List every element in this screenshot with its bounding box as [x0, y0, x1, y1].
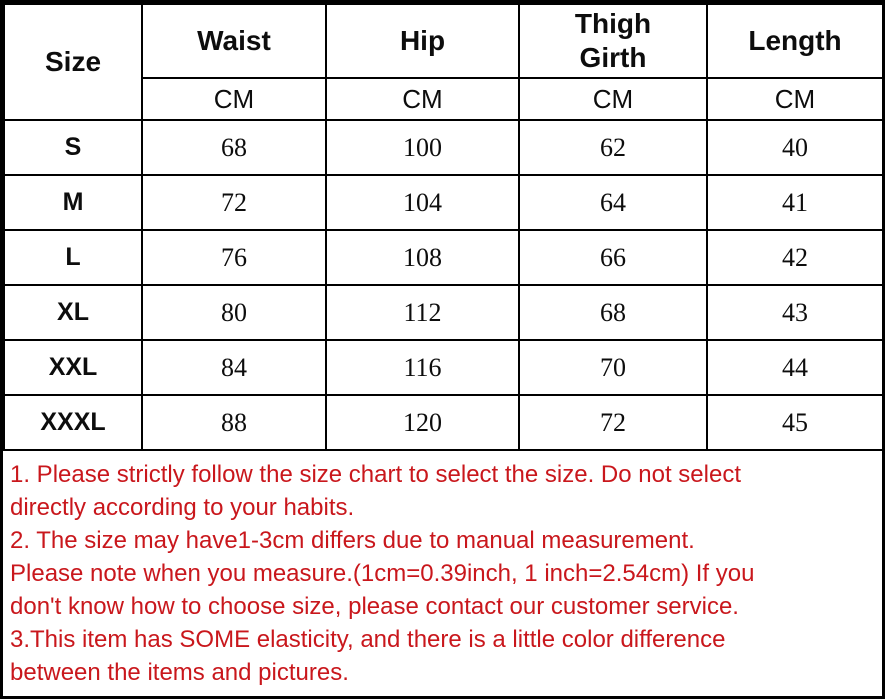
cell-hip: 120	[325, 394, 520, 451]
cell-thigh-girth: 68	[518, 284, 708, 341]
cell-thigh-girth: 70	[518, 339, 708, 396]
cell-length: 43	[706, 284, 882, 341]
size-chart-table: Size Waist Hip Thigh Girth Length CM CM …	[3, 3, 882, 451]
column-header-thigh-girth: Thigh Girth	[518, 3, 708, 79]
table-row: M 72 104 64 41	[3, 174, 882, 231]
unit-row: CM CM CM CM	[4, 77, 882, 121]
cell-hip: 112	[325, 284, 520, 341]
note-line: 2. The size may have1-3cm differs due to…	[10, 527, 695, 554]
column-header-thigh-girth-label: Thigh Girth	[574, 8, 652, 73]
size-label: XXXL	[3, 394, 143, 451]
size-label: L	[3, 229, 143, 286]
size-label: S	[3, 119, 143, 176]
note-line: between the items and pictures.	[10, 659, 349, 686]
cell-hip: 116	[325, 339, 520, 396]
note-line: 3.This item has SOME elasticity, and the…	[10, 626, 726, 653]
cell-length: 41	[706, 174, 882, 231]
cell-length: 45	[706, 394, 882, 451]
note-line: don't know how to choose size, please co…	[10, 593, 739, 620]
column-header-size: Size	[3, 3, 143, 121]
cell-waist: 68	[141, 119, 327, 176]
table-row: L 76 108 66 42	[3, 229, 882, 286]
cell-length: 44	[706, 339, 882, 396]
table-row: XXL 84 116 70 44	[3, 339, 882, 396]
cell-length: 42	[706, 229, 882, 286]
size-label: XL	[3, 284, 143, 341]
cell-hip: 100	[325, 119, 520, 176]
unit-cell-hip: CM	[325, 77, 520, 121]
cell-thigh-girth: 64	[518, 174, 708, 231]
cell-thigh-girth: 62	[518, 119, 708, 176]
unit-cell-waist: CM	[141, 77, 327, 121]
column-header-length: Length	[706, 3, 882, 79]
cell-thigh-girth: 66	[518, 229, 708, 286]
header-row: Size Waist Hip Thigh Girth Length	[3, 3, 882, 121]
cell-length: 40	[706, 119, 882, 176]
cell-hip: 108	[325, 229, 520, 286]
cell-waist: 76	[141, 229, 327, 286]
table-row: XL 80 112 68 43	[3, 284, 882, 341]
size-label: XXL	[3, 339, 143, 396]
table-row: XXXL 88 120 72 45	[3, 394, 882, 451]
size-notes: 1. Please strictly follow the size chart…	[3, 451, 882, 689]
cell-hip: 104	[325, 174, 520, 231]
note-line: directly according to your habits.	[10, 494, 355, 521]
unit-cell-thigh: CM	[518, 77, 708, 121]
cell-waist: 84	[141, 339, 327, 396]
table-row: S 68 100 62 40	[3, 119, 882, 176]
size-label: M	[3, 174, 143, 231]
note-line: Please note when you measure.(1cm=0.39in…	[10, 560, 755, 587]
unit-cell-length: CM	[706, 77, 882, 121]
note-line: 1. Please strictly follow the size chart…	[10, 461, 741, 488]
cell-waist: 80	[141, 284, 327, 341]
column-header-hip: Hip	[325, 3, 520, 79]
cell-waist: 88	[141, 394, 327, 451]
cell-thigh-girth: 72	[518, 394, 708, 451]
column-header-waist: Waist	[141, 3, 327, 79]
cell-waist: 72	[141, 174, 327, 231]
